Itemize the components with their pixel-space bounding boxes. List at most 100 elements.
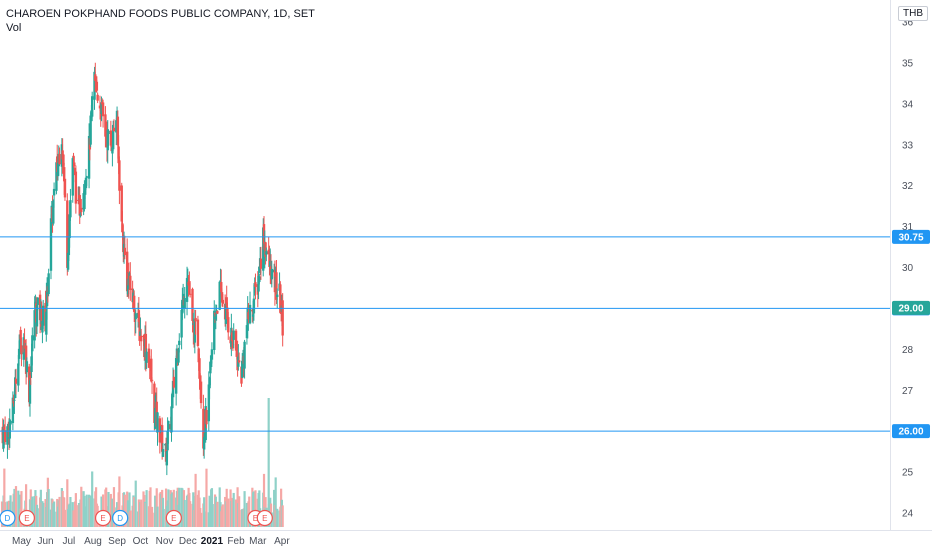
candle-body [194,317,197,322]
candle-body [33,310,36,341]
candle-body [214,316,218,320]
event-marker-label: E [253,514,258,523]
currency-badge[interactable]: THB [898,6,928,21]
candle-body [11,397,15,424]
candle-body [246,307,249,331]
candle-body [276,294,279,298]
candle-body [241,360,244,378]
y-tick-label: 25 [902,468,914,479]
volume-bar [140,499,143,527]
candle-body [188,293,192,295]
candle-body [68,214,71,239]
y-tick-label: 30 [902,263,914,274]
volume-bar [225,488,228,527]
candle-body [72,155,75,158]
candle-body [232,330,235,340]
candle-body [269,260,272,268]
y-tick-label: 35 [902,58,914,69]
x-tick-label: 2021 [201,536,224,547]
x-tick-label: Feb [227,536,245,547]
candle-body [78,194,81,216]
candle-body [134,313,137,320]
volume-bar [25,484,28,527]
volume-bar [20,491,23,527]
x-tick-label: Dec [179,536,197,547]
candle-body [28,380,32,404]
candle-body [226,307,229,320]
candle-body [209,361,212,374]
candle-body [254,282,257,287]
candle-body [76,199,80,201]
candle-body [79,213,82,217]
x-tick-label: Jun [37,536,53,547]
candle-body [153,383,156,423]
candle-body [101,102,105,117]
candle-body [84,177,88,189]
earnings-marker [94,509,112,527]
volume-bar [66,479,69,527]
volume-bar [85,494,88,527]
x-tick-label: Aug [84,536,102,547]
candle-body [253,283,256,293]
volume-bar [248,496,251,527]
candle-body [170,406,173,433]
volume-bar [221,504,224,527]
candle-body [147,348,151,368]
volume-bar [69,497,72,527]
candle-body [110,141,113,152]
candle-body [19,329,22,340]
candle-body [183,297,186,309]
dividend-marker [112,509,129,527]
volume-bar [281,505,284,527]
candle-body [202,408,205,449]
y-tick-label: 32 [902,181,914,192]
x-tick-label: Oct [133,536,149,547]
candle-body [251,309,254,312]
candle-body [166,431,169,451]
candle-body [221,299,225,304]
candle-body [234,330,238,351]
volume-bar [58,496,61,527]
candle-body [150,379,154,381]
candle-body [139,335,143,342]
volume-bar [267,398,270,527]
volume-bar [149,487,152,527]
candle-body [109,130,113,146]
candle-body [115,120,118,133]
volume-bar [156,506,159,527]
volume-bar [52,501,56,527]
level-label: 30.75 [898,232,923,243]
candle-body [49,218,53,271]
volume-bar [216,501,219,527]
x-tick-label: Nov [156,536,174,547]
candle-body [188,282,191,295]
candle-body [3,426,6,430]
candle-body [247,312,250,320]
candle-body [208,377,211,389]
event-marker-label: E [100,514,105,523]
candle-body [24,345,28,374]
candle-body [41,320,44,333]
volume-bars [0,398,284,527]
candle-body [213,313,217,315]
candle-body [230,332,234,342]
candle-body [20,345,23,355]
candle-body [144,333,148,360]
y-tick-label: 33 [902,140,914,151]
candle-body [156,412,159,433]
candle-body [40,308,43,327]
y-tick-label: 27 [902,386,914,397]
candle-body [268,250,271,267]
y-tick-label: 36 [902,18,914,29]
candle-body [17,348,21,359]
level-label: 26.00 [898,427,923,438]
candle-body [138,317,141,341]
candle-body [52,188,56,196]
candle-body [129,275,132,290]
volume-bar [47,489,50,527]
candle-body [185,278,189,302]
candle-body [8,419,11,439]
candle-body [193,318,197,343]
candle-body [251,314,255,317]
